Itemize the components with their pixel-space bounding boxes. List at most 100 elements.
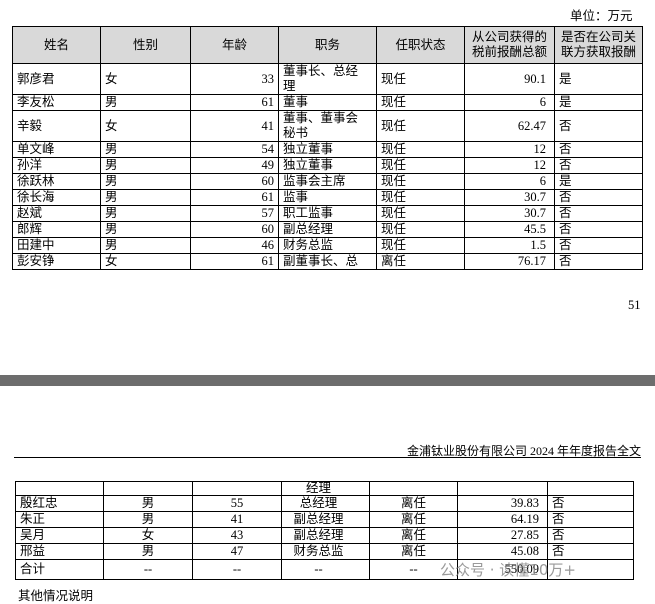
cell: 总经理 [281,495,370,512]
cell: 90.1 [464,63,556,95]
cell [103,481,193,496]
row: 合计 -- -- -- -- 550.09 [15,559,634,580]
cell: 否 [554,237,644,254]
cell: 男 [100,237,191,254]
cell: 64.19 [457,511,548,528]
cell: 辛毅 [12,110,101,142]
cell: 76.17 [464,253,556,270]
row: 孙洋男 49 独立董事 现任 12 否 [12,157,644,174]
cell: 独立董事 [277,157,378,174]
cell: 否 [554,141,644,158]
row: 田建中男 46 财务总监 现任 1.5 否 [12,237,644,254]
cell: 董事、董事会秘书 [277,110,378,142]
cell: 离任 [369,495,458,512]
cell: 是 [554,173,644,190]
row: 单文峰男 54 独立董事 现任 12 否 [12,141,644,158]
cell: 30.7 [464,189,556,206]
cell: 12 [464,157,556,174]
cell: 27.85 [457,527,548,544]
cell: 男 [100,221,191,238]
cell: 离任 [369,543,458,560]
row: 辛毅女 41 董事、董事会秘书 现任 62.47 否 [12,110,644,142]
row: 吴月女 43 副总经理 离任 27.85 否 [15,527,634,544]
cell: 6 [464,94,556,111]
cell: 否 [547,527,634,544]
cell: 45.5 [464,221,556,238]
cell: 41 [192,511,282,528]
cell: 男 [103,495,193,512]
cell [15,481,104,496]
cell [547,559,634,580]
cell: 男 [100,173,191,190]
cell: 孙洋 [12,157,101,174]
cell: 现任 [376,205,466,222]
cell: -- [192,559,282,580]
cell: 60 [190,173,279,190]
cell: 朱正 [15,511,104,528]
header-cell: 姓名 [12,26,101,64]
cell: 否 [554,205,644,222]
cell: 男 [100,189,191,206]
cell: 女 [100,63,191,95]
cell: 否 [547,543,634,560]
unit: 单位：万元 [570,9,633,23]
cell: 男 [103,511,193,528]
cell: 徐长海 [12,189,101,206]
cell: 现任 [376,63,466,95]
row: 徐长海男 61 监事 现任 30.7 否 [12,189,644,206]
cell: 43 [192,527,282,544]
cell: 殷红忠 [15,495,104,512]
cell: 女 [103,527,193,544]
cell: 否 [547,495,634,512]
cell: 副总经理 [281,511,370,528]
cell: 是 [554,94,644,111]
cell: 否 [554,157,644,174]
cell: 54 [190,141,279,158]
cell [457,481,548,496]
header-cell: 从公司获得的税前报酬总额 [464,26,556,64]
cell: 彭安铮 [12,253,101,270]
cell: 39.83 [457,495,548,512]
header-cell: 是否在公司关联方获取报酬 [554,26,644,64]
cell: 郭彦君 [12,63,101,95]
cell: 46 [190,237,279,254]
row: 李友松男 61 董事 现任 6 是 [12,94,644,111]
cell: 副总经理 [281,527,370,544]
cell: 李友松 [12,94,101,111]
cell: 徐跃林 [12,173,101,190]
cell: 55 [192,495,282,512]
cell: 男 [103,543,193,560]
row: 朱正男 41 副总经理 离任 64.19 否 [15,511,634,528]
cell: 单文峰 [12,141,101,158]
cell: 职工监事 [277,205,378,222]
cell: 现任 [376,110,466,142]
cell: 62.47 [464,110,556,142]
cell: 赵斌 [12,205,101,222]
row: 赵斌男 57 职工监事 现任 30.7 否 [12,205,644,222]
cell: 61 [190,253,279,270]
cell: 离任 [369,511,458,528]
page-number: 51 [628,298,641,312]
cell: 否 [554,221,644,238]
page-header: 金浦钛业股份有限公司 2024 年年度报告全文 [406,444,641,458]
cell: 1.5 [464,237,556,254]
cell: 否 [547,511,634,528]
cell: 现任 [376,237,466,254]
cell: 61 [190,94,279,111]
cell: 男 [100,141,191,158]
cell: 独立董事 [277,141,378,158]
cell: -- [103,559,193,580]
row: 经理 [15,481,634,496]
cell: 邢益 [15,543,104,560]
cell: 女 [100,110,191,142]
cell: -- [369,559,458,580]
cell: 12 [464,141,556,158]
cell: 女 [100,253,191,270]
cell: 财务总监 [281,543,370,560]
row: 郎辉男 60 副总经理 现任 45.5 否 [12,221,644,238]
cell: 男 [100,94,191,111]
row: 徐跃林男 60 监事会主席 现任 6 是 [12,173,644,190]
cell: 监事会主席 [277,173,378,190]
cell [369,481,458,496]
